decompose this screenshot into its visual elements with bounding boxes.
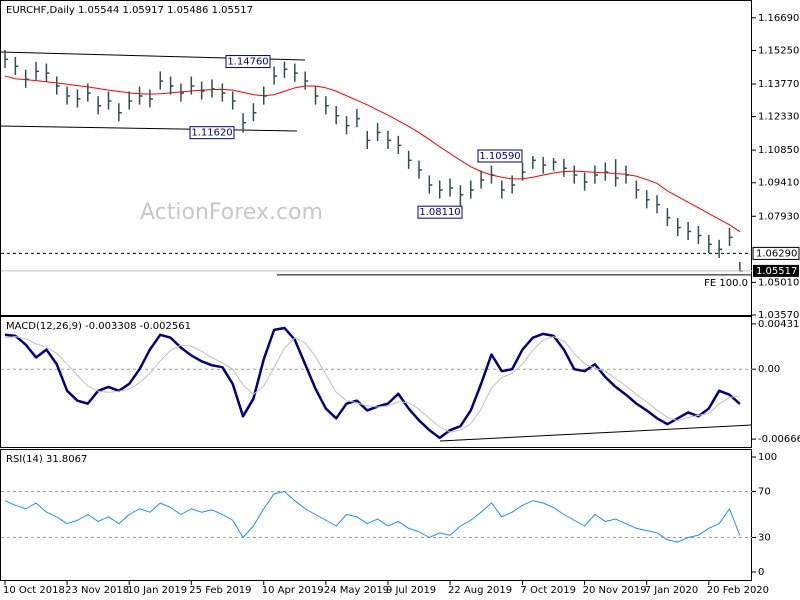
annotation-box [189, 126, 235, 140]
y-tick-label: 0.00 [758, 364, 780, 375]
indicator-line [4, 326, 741, 440]
y-tick-label: -0.006663 [758, 434, 800, 445]
rsi-panel [0, 449, 752, 581]
annotation-label: 1.10590 [479, 151, 520, 162]
channel-line [0, 125, 298, 132]
trend-line [439, 424, 753, 442]
y-tick-label: 0.004319 [758, 319, 800, 330]
y-tick-label: 1.09410 [758, 178, 799, 189]
y-tick-label: 0 [758, 567, 764, 578]
x-tick-label: 10 Oct 2018 [3, 585, 65, 596]
y-tick-label: 30 [758, 533, 771, 544]
annotation-box [477, 149, 523, 163]
fe-label: FE 100.0 [704, 278, 748, 289]
x-tick-label: 20 Feb 2020 [707, 585, 769, 596]
x-tick-label: 22 Aug 2019 [448, 585, 512, 596]
x-tick-label: 10 Jan 2019 [127, 585, 187, 596]
macd-title: MACD(12,26,9) -0.003308 -0.002561 [6, 321, 191, 332]
y-tick-label: 70 [758, 487, 771, 498]
x-tick-label: 23 Nov 2018 [65, 585, 129, 596]
y-tick-label: 1.12330 [758, 112, 799, 123]
level-label-box [752, 246, 800, 260]
moving-average [4, 75, 741, 233]
x-tick-label: 7 Oct 2019 [521, 585, 576, 596]
chart-title: EURCHF,Daily 1.05544 1.05917 1.05486 1.0… [6, 5, 253, 16]
x-tick-label: 10 Apr 2019 [262, 585, 324, 596]
y-tick-label: 1.15250 [758, 45, 799, 56]
annotation-label: 1.08110 [419, 207, 460, 218]
x-tick-label: 24 May 2019 [324, 585, 389, 596]
level-label: 1.06290 [756, 248, 797, 259]
y-tick-label: 1.16690 [758, 13, 799, 24]
indicator-line [4, 491, 741, 543]
x-tick-label: 7 Jan 2020 [645, 585, 699, 596]
y-tick-label: 1.03570 [758, 310, 799, 321]
indicator-line [4, 336, 740, 433]
y-tick-label: 1.10850 [758, 145, 799, 156]
y-tick-label: 1.13770 [758, 79, 799, 90]
rsi-title: RSI(14) 31.8067 [6, 454, 87, 465]
price-panel [0, 0, 752, 316]
current-price-label: 1.05517 [756, 266, 797, 277]
annotation-label: 1.11620 [191, 128, 232, 139]
x-tick-label: 25 Feb 2019 [189, 585, 251, 596]
y-tick-label: 1.05010 [758, 277, 799, 288]
y-tick-label: 100 [758, 452, 777, 463]
y-tick-label: 1.07930 [758, 211, 799, 222]
annotation-box [225, 55, 271, 69]
x-tick-label: 20 Nov 2019 [583, 585, 647, 596]
annotation-box [417, 205, 463, 219]
x-tick-label: 9 Jul 2019 [386, 585, 436, 596]
macd-panel [0, 316, 752, 448]
annotation-label: 1.14760 [227, 57, 268, 68]
current-price-box [753, 264, 799, 277]
watermark: ActionForex.com [140, 200, 323, 225]
